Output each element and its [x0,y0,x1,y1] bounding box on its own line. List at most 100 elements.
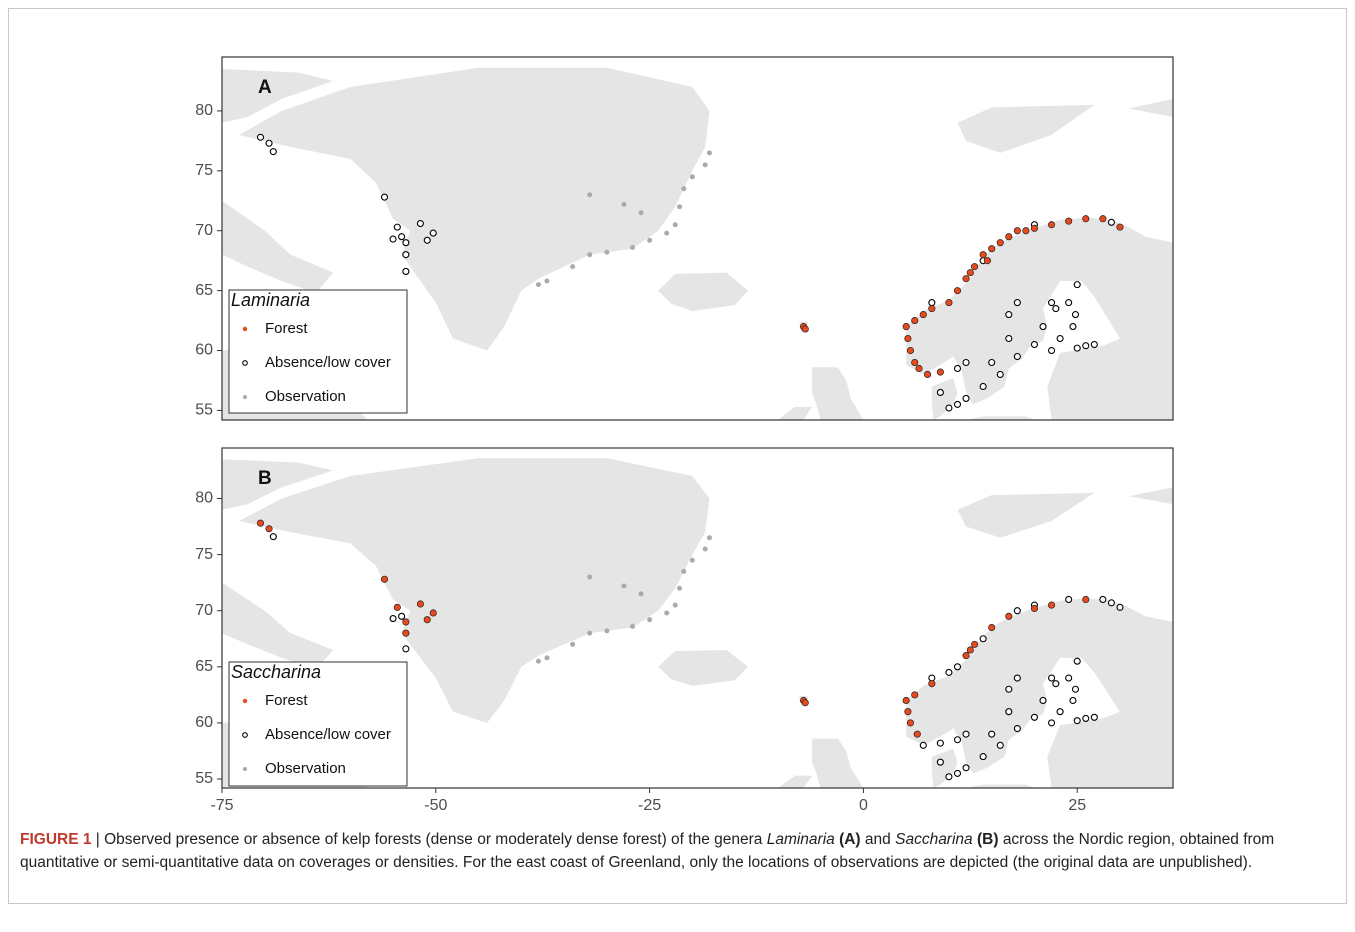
x-tick-label: 0 [859,797,868,814]
legend-marker [242,732,248,738]
point [1071,685,1080,693]
point [1013,724,1021,733]
point [962,730,970,738]
point [402,645,410,653]
point [1052,680,1060,688]
point [1065,299,1073,307]
y-tick-label: 80 [195,490,213,507]
point [1005,685,1013,693]
point [402,251,410,259]
point [979,753,987,761]
point [1082,342,1090,350]
point [979,635,987,643]
point [945,299,953,307]
point [1005,334,1013,343]
y-tick-label: 55 [195,770,213,787]
caption-label: FIGURE 1 [20,831,92,848]
point [535,658,541,664]
point [953,663,962,671]
point [402,267,410,275]
point [402,629,410,637]
point [689,174,695,180]
point [983,257,991,265]
point [1013,299,1021,307]
legend-marker [242,360,248,366]
legend-marker [242,326,248,332]
y-tick-label: 80 [195,102,213,119]
point [544,278,550,284]
point [621,583,627,589]
point [966,269,974,277]
point [1048,601,1056,609]
point [587,192,593,198]
point [423,616,431,624]
point [1048,719,1056,727]
point [1005,708,1013,716]
point [919,311,927,319]
point [928,680,936,688]
figure-border [8,8,1347,904]
point [265,525,273,533]
point [398,612,406,620]
point [996,741,1004,749]
point [402,618,410,626]
point [672,602,678,608]
point [429,229,437,237]
point [681,568,687,574]
point [936,739,944,747]
point [647,237,653,243]
legend-box [228,661,408,787]
point [664,610,670,616]
point [256,519,265,527]
point [393,223,401,231]
legend-box [228,289,408,414]
point [1073,281,1081,289]
point [647,617,653,623]
x-tick-label: 25 [1068,797,1086,814]
legend-label: Observation [265,760,346,777]
point [672,222,678,228]
point [1073,657,1081,665]
point [1073,344,1081,352]
point [1071,311,1080,319]
point [966,646,974,654]
point [265,139,273,147]
x-tick-label: -50 [424,797,447,814]
point [1090,340,1098,349]
point [911,691,919,699]
point [689,557,695,563]
point [1069,323,1077,331]
point [1039,696,1047,705]
point [1013,227,1021,235]
legend-label: Absence/low cover [265,354,391,371]
point [604,249,610,255]
point [1030,604,1039,613]
point [681,186,687,192]
point [936,758,944,766]
point [911,317,919,325]
point [393,603,401,611]
point [928,299,936,307]
point [1107,218,1115,226]
legend-marker [242,698,248,704]
point [801,699,809,707]
point [587,630,593,636]
legend-label: Forest [265,692,308,709]
point [904,708,912,716]
point [979,251,987,259]
caption-genus: Laminaria [766,831,835,848]
caption-genus: Saccharina [895,831,973,848]
y-tick-label: 70 [195,602,213,619]
point [1056,334,1064,343]
y-tick-label: 60 [195,714,213,731]
legend-title: Saccharina [231,662,321,682]
caption-panel: (B) [976,831,999,848]
point [945,773,953,781]
point [988,245,996,253]
point [936,368,944,376]
y-tick-label: 70 [195,222,213,239]
point [1005,233,1013,241]
point [638,210,644,216]
caption-panel: (A) [839,831,861,848]
point [904,334,912,343]
